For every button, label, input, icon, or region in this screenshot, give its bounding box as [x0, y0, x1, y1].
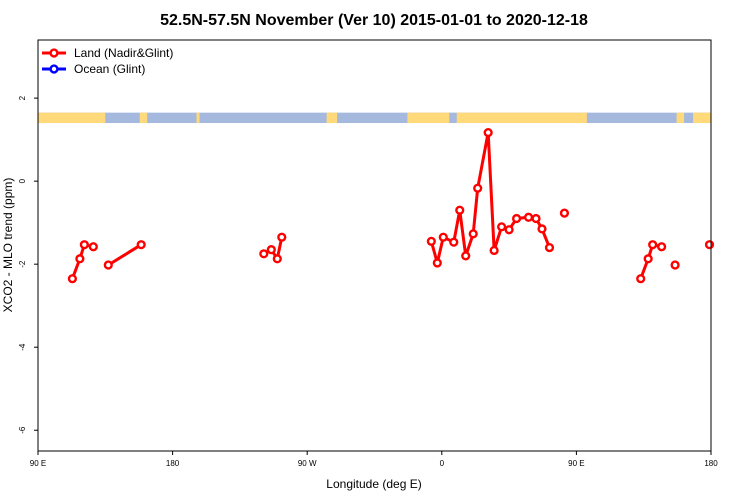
legend-marker-1 [49, 64, 59, 74]
ocean-band [38, 112, 711, 124]
x-axis: 90 E 180 90 W 0 90 E 180 [30, 451, 718, 468]
series-0-point-3-5 [461, 251, 471, 261]
series-0-line-1 [107, 243, 142, 267]
x-tick-label-1: 180 [166, 459, 180, 468]
series-0-point-2-1 [266, 245, 276, 255]
series-0-point-3-7 [473, 183, 483, 193]
series-0-point-3-13 [523, 212, 534, 222]
x-tick-label-2: 90 W [298, 459, 317, 468]
y-tick-label-2: -2 [18, 260, 27, 268]
y-axis: 2 0 -2 -4 -6 [18, 95, 38, 434]
land-ocean-band [38, 112, 711, 124]
series-0-point-0-2 [79, 240, 89, 250]
series-0-point-5-1 [643, 254, 653, 264]
land-band-segment-4 [407, 112, 450, 124]
land-band-segment-0 [38, 112, 106, 124]
series-0-point-3-0 [426, 236, 436, 246]
series-0-point-7-0 [704, 240, 715, 250]
series-0-point-1-0 [103, 260, 113, 270]
series-0-point-0-3 [88, 242, 98, 252]
legend: Land (Nadir&Glint) Ocean (Glint) [42, 46, 173, 76]
series-layer [67, 127, 715, 284]
series-0-point-3-11 [504, 225, 514, 235]
series-0-point-4-0 [559, 208, 570, 218]
series-0-point-3-10 [497, 222, 507, 232]
series-0-point-3-3 [449, 237, 459, 247]
series-0-point-2-3 [277, 232, 287, 242]
series-0-line-0 [70, 243, 94, 280]
series-0-point-3-2 [438, 232, 448, 242]
series-0-point-3-1 [432, 258, 442, 268]
series-0-point-3-12 [511, 213, 522, 224]
y-tick-label-1: 0 [18, 178, 27, 183]
series-0-point-6-0 [670, 260, 680, 270]
chart-title: 52.5N-57.5N November (Ver 10) 2015-01-01… [160, 12, 588, 29]
series-0-point-3-9 [489, 245, 499, 256]
series-0-point-0-0 [67, 274, 77, 284]
series-0-point-3-15 [537, 224, 547, 234]
series-0-point-3-4 [455, 205, 465, 215]
x-tick-label-4: 90 E [568, 459, 584, 468]
series-0-line-5 [639, 243, 662, 280]
series-0-point-0-1 [75, 254, 85, 264]
legend-marker-0 [49, 48, 59, 58]
series-0-point-5-2 [648, 240, 658, 250]
land-band-segment-1 [139, 112, 148, 124]
y-tick-label-4: -6 [18, 426, 27, 434]
series-0-point-1-1 [136, 240, 146, 250]
series-0-point-3-6 [468, 229, 478, 239]
y-tick-label-3: -4 [18, 343, 27, 351]
series-0-point-5-3 [657, 242, 667, 252]
legend-label-0: Land (Nadir&Glint) [74, 46, 173, 60]
land-band-segment-7 [693, 112, 711, 124]
land-band-segment-2 [196, 112, 200, 124]
series-0-point-3-14 [531, 213, 541, 224]
series-0-point-2-0 [259, 249, 269, 259]
series-0-point-5-0 [636, 274, 646, 284]
y-tick-label-0: 2 [18, 95, 27, 100]
x-axis-label: Longitude (deg E) [326, 477, 421, 491]
y-axis-label: XCO2 - MLO trend (ppm) [1, 178, 15, 313]
x-tick-label-3: 0 [440, 459, 445, 468]
land-band-segment-6 [676, 112, 685, 124]
legend-label-1: Ocean (Glint) [74, 62, 145, 76]
land-band-segment-3 [326, 112, 338, 124]
series-0-point-3-16 [544, 242, 555, 253]
series-0-point-3-8 [483, 127, 493, 138]
plot-frame [37, 39, 712, 452]
land-band-segment-5 [456, 112, 587, 124]
x-tick-label-0: 90 E [30, 459, 46, 468]
series-0-point-2-2 [272, 254, 282, 264]
x-tick-label-5: 180 [704, 459, 718, 468]
